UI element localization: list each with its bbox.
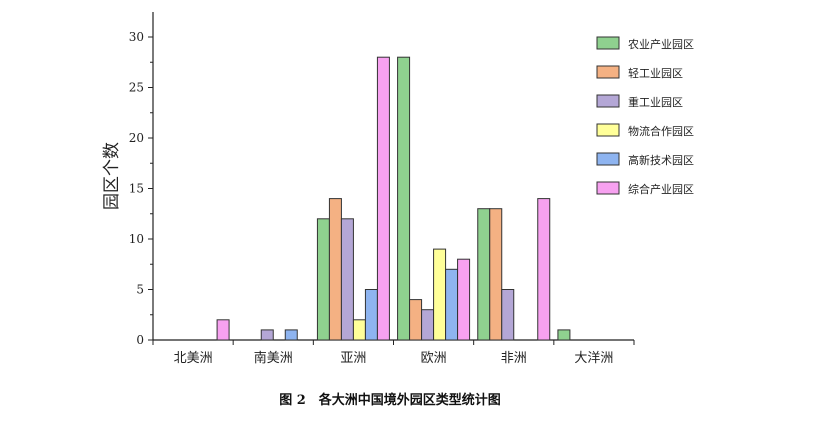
x-axis: 北美洲 南美洲 亚洲 欧洲 非洲 大洋洲 xyxy=(153,340,634,366)
bar xyxy=(398,57,410,340)
y-tick-label: 20 xyxy=(129,131,144,145)
y-axis: 0 5 10 15 20 25 30 xyxy=(129,12,153,347)
bar xyxy=(422,310,434,340)
bar xyxy=(317,219,329,340)
bar xyxy=(377,57,389,340)
y-tick-label: 25 xyxy=(129,81,144,95)
bar xyxy=(261,330,273,340)
y-tick-label: 10 xyxy=(129,232,144,246)
y-tick-label: 15 xyxy=(129,182,144,196)
bar xyxy=(341,219,353,340)
legend-swatch xyxy=(597,124,619,136)
bar xyxy=(458,259,470,340)
bar xyxy=(490,209,502,340)
bar xyxy=(410,300,422,340)
legend-label: 综合产业园区 xyxy=(628,182,694,196)
bar xyxy=(217,320,229,340)
legend-swatch xyxy=(597,95,619,107)
legend-label: 物流合作园区 xyxy=(628,124,694,138)
chart-caption: 图 2 各大洲中国境外园区类型统计图 xyxy=(279,392,501,408)
x-category-label: 亚洲 xyxy=(340,351,366,366)
bar xyxy=(558,330,570,340)
x-category-label: 南美洲 xyxy=(254,350,293,366)
bars xyxy=(217,57,570,340)
legend-label: 轻工业园区 xyxy=(628,66,683,80)
legend-swatch xyxy=(597,182,619,194)
x-category-label: 北美洲 xyxy=(174,351,213,366)
y-tick-label: 30 xyxy=(129,30,144,44)
bar xyxy=(365,290,377,341)
legend-swatch xyxy=(597,66,619,78)
x-category-label: 非洲 xyxy=(501,351,527,366)
legend-swatch xyxy=(597,37,619,49)
bar xyxy=(285,330,297,340)
x-category-label: 大洋洲 xyxy=(574,351,613,366)
legend-swatch xyxy=(597,153,619,165)
y-tick-label: 5 xyxy=(136,283,144,297)
bar xyxy=(434,249,446,340)
bar xyxy=(353,320,365,340)
legend-label: 重工业园区 xyxy=(628,95,683,109)
legend-label: 农业产业园区 xyxy=(628,37,694,51)
y-tick-label: 0 xyxy=(136,333,144,347)
bar xyxy=(446,269,458,340)
bar xyxy=(538,199,550,340)
bar xyxy=(329,199,341,340)
bar xyxy=(478,209,490,340)
y-axis-label: 园区个数 xyxy=(102,142,122,210)
bar xyxy=(502,290,514,341)
legend-label: 高新技术园区 xyxy=(628,153,694,167)
x-category-label: 欧洲 xyxy=(421,351,447,366)
